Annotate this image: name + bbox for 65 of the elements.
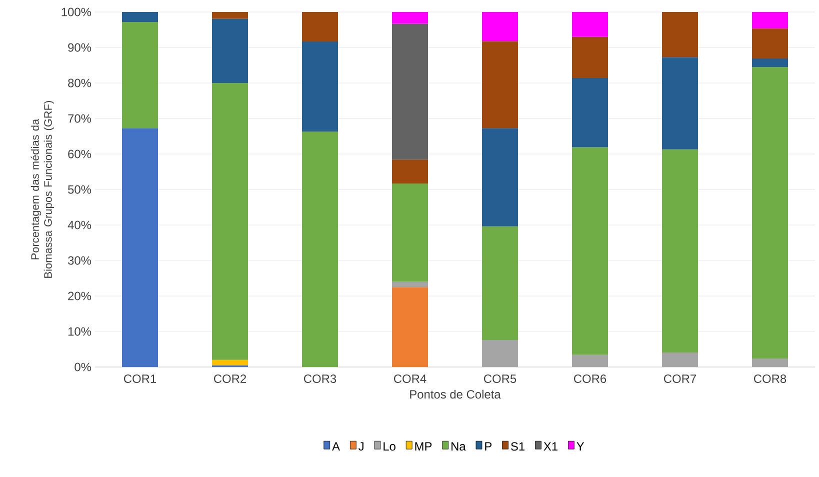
y-tick-label: 70% bbox=[68, 114, 92, 123]
bar bbox=[752, 12, 788, 28]
x-tick-label: COR1 bbox=[124, 374, 156, 383]
legend-label: Y bbox=[576, 442, 584, 450]
bar bbox=[212, 18, 248, 83]
bar bbox=[482, 12, 518, 42]
bar bbox=[392, 282, 428, 288]
bar bbox=[122, 12, 158, 22]
bar bbox=[752, 28, 788, 58]
legend-label: Na bbox=[452, 442, 466, 451]
bar bbox=[212, 12, 248, 19]
bar bbox=[752, 58, 788, 68]
bar bbox=[302, 41, 338, 132]
x-tick-label: COR6 bbox=[574, 374, 606, 383]
x-tick-label: COR2 bbox=[214, 374, 246, 383]
bar bbox=[662, 57, 698, 150]
bar bbox=[662, 352, 698, 367]
y-tick-label: 80% bbox=[68, 78, 92, 88]
bar bbox=[302, 12, 338, 42]
bar bbox=[212, 82, 248, 360]
bar bbox=[662, 149, 698, 352]
legend-label: Lo bbox=[384, 442, 396, 451]
x-axis-title: Pontos de Coleta bbox=[410, 390, 501, 399]
bar bbox=[662, 12, 698, 58]
bar bbox=[482, 226, 518, 340]
bar bbox=[122, 128, 158, 367]
y-tick-label: 40% bbox=[68, 220, 92, 230]
bar bbox=[572, 78, 608, 148]
legend-label: J bbox=[358, 442, 364, 451]
y-tick-label: 20% bbox=[68, 292, 92, 300]
legend-label: MP bbox=[415, 442, 432, 450]
y-tick-label: 100% bbox=[62, 8, 92, 16]
bar bbox=[752, 67, 788, 358]
y-axis-title: Porcentagem das médias da Biomassa Grupos Funcionais (GRF) bbox=[30, 100, 54, 278]
x-tick-label: COR7 bbox=[664, 374, 696, 383]
y-tick-label: 50% bbox=[68, 185, 92, 194]
legend-label: P bbox=[485, 442, 492, 450]
bar bbox=[392, 287, 428, 367]
y-tick-label: 60% bbox=[68, 150, 92, 158]
y-tick-label: 0% bbox=[74, 362, 92, 372]
bar bbox=[572, 12, 608, 37]
bar bbox=[212, 360, 248, 366]
legend-label: S1 bbox=[511, 442, 524, 451]
bar bbox=[572, 147, 608, 355]
bar bbox=[392, 160, 428, 184]
bar bbox=[482, 41, 518, 128]
legend-label: X1 bbox=[544, 442, 558, 450]
legend-label: A bbox=[332, 442, 340, 450]
bar bbox=[752, 358, 788, 367]
y-tick-label: 10% bbox=[68, 327, 92, 336]
bar bbox=[572, 36, 608, 78]
y-tick-label: 90% bbox=[68, 43, 92, 52]
bar bbox=[122, 22, 158, 128]
bar bbox=[302, 132, 338, 367]
x-tick-label: COR3 bbox=[304, 374, 336, 383]
x-tick-label: COR4 bbox=[394, 374, 426, 383]
y-tick-label: 30% bbox=[68, 256, 92, 265]
bar bbox=[392, 24, 428, 160]
bar bbox=[572, 354, 608, 367]
bar bbox=[482, 128, 518, 226]
bar bbox=[482, 340, 518, 367]
x-tick-label: COR8 bbox=[754, 374, 786, 383]
bar bbox=[392, 183, 428, 282]
bar bbox=[392, 12, 428, 24]
x-tick-label: COR5 bbox=[484, 374, 516, 383]
